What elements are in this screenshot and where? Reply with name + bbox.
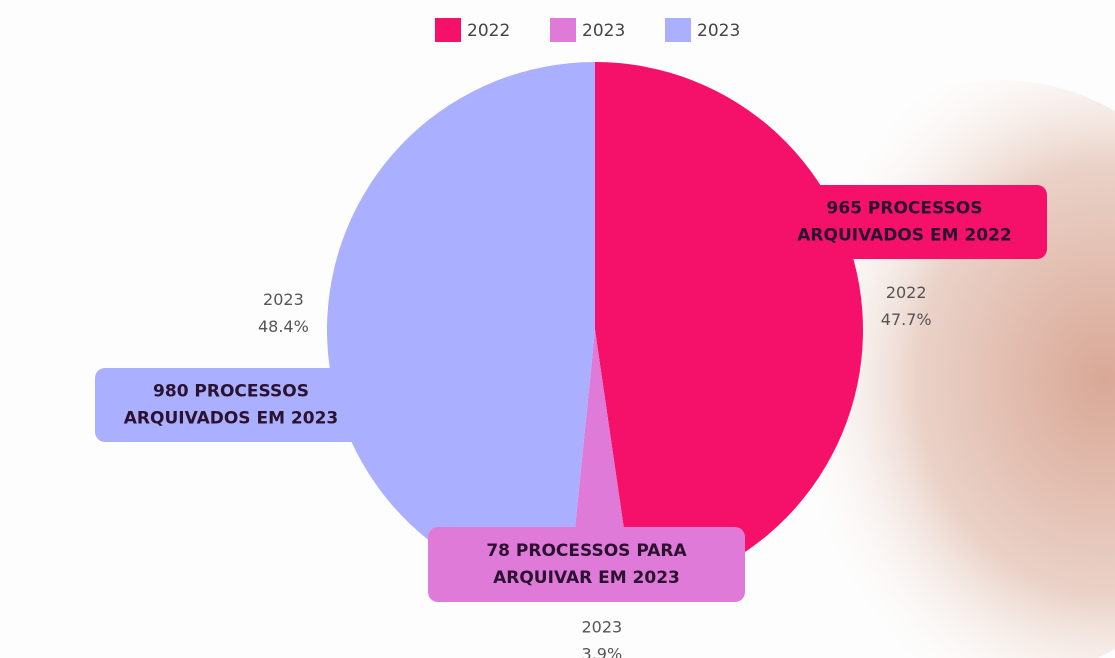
slice-value-label: 48.4% [258,317,309,336]
callout-text: ARQUIVAR EM 2023 [493,568,680,588]
slice-value-label: 3.9% [582,644,623,658]
callout-text: 78 PROCESSOS PARA [486,541,687,561]
callout-box [428,527,745,602]
legend-label: 2022 [467,21,510,41]
legend-label: 2023 [697,21,740,41]
slice-value-label: 47.7% [881,310,932,329]
slice-category: 2023 [263,290,304,309]
callout-text: ARQUIVADOS EM 2022 [797,226,1011,246]
callout-box [762,185,1047,259]
callout-text: 965 PROCESSOS [827,199,983,219]
pie [327,62,863,598]
slice-category: 2023 [582,617,623,636]
slice-category: 2022 [886,283,927,302]
legend-swatch [435,18,461,42]
legend-swatch [550,18,576,42]
chart: 202220232023 202247.7%20233.9%202348.4% … [0,0,1115,658]
legend-swatch [665,18,691,42]
callout-text: ARQUIVADOS EM 2023 [124,409,338,429]
callout-box [95,368,367,442]
legend-label: 2023 [582,21,625,41]
callout-text: 980 PROCESSOS [153,382,309,402]
